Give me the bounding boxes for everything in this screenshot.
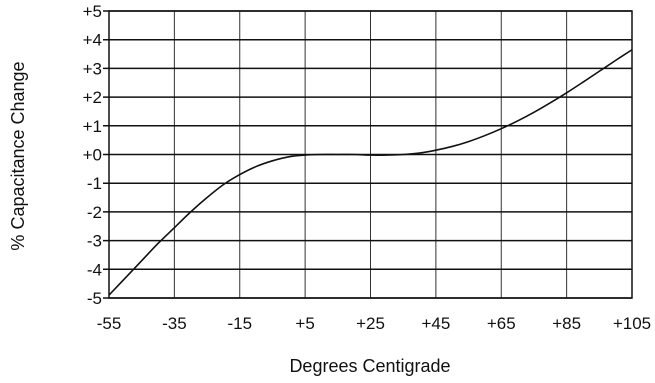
plot-area-frame [108, 10, 633, 299]
x-tick-label: +65 [487, 314, 516, 333]
y-tick-label: -3 [87, 232, 102, 251]
y-tick-label: -2 [87, 203, 102, 222]
x-tick-label: -35 [162, 314, 187, 333]
x-tick-label: +85 [552, 314, 581, 333]
y-tick-label: -5 [87, 289, 102, 308]
x-tick-labels: -55 -35 -15 +5 +25 +45 +65 +85 +105 [97, 314, 651, 333]
capacitance-curve [108, 49, 633, 296]
plot-border [108, 10, 633, 299]
x-tick-label: +25 [356, 314, 385, 333]
grid [103, 10, 633, 299]
x-tick-label: +105 [613, 314, 651, 333]
y-tick-label: +2 [83, 88, 102, 107]
x-tick-label: -15 [227, 314, 252, 333]
x-tick-label: +45 [421, 314, 450, 333]
y-tick-labels: +5 +4 +3 +2 +1 +0 -1 -2 -3 -4 -5 [83, 2, 102, 308]
x-tick-label: +5 [295, 314, 314, 333]
y-tick-label: +1 [83, 117, 102, 136]
x-tick-label: -55 [97, 314, 122, 333]
series-layer [108, 49, 633, 296]
y-tick-label: +0 [83, 146, 102, 165]
y-tick-label: +5 [83, 2, 102, 21]
y-tick-label: +4 [83, 31, 102, 50]
y-axis-title: % Capacitance Change [8, 61, 28, 250]
x-axis-title: Degrees Centigrade [289, 356, 450, 376]
y-tick-label: +3 [83, 59, 102, 78]
y-tick-label: -1 [87, 174, 102, 193]
y-tick-label: -4 [87, 260, 102, 279]
